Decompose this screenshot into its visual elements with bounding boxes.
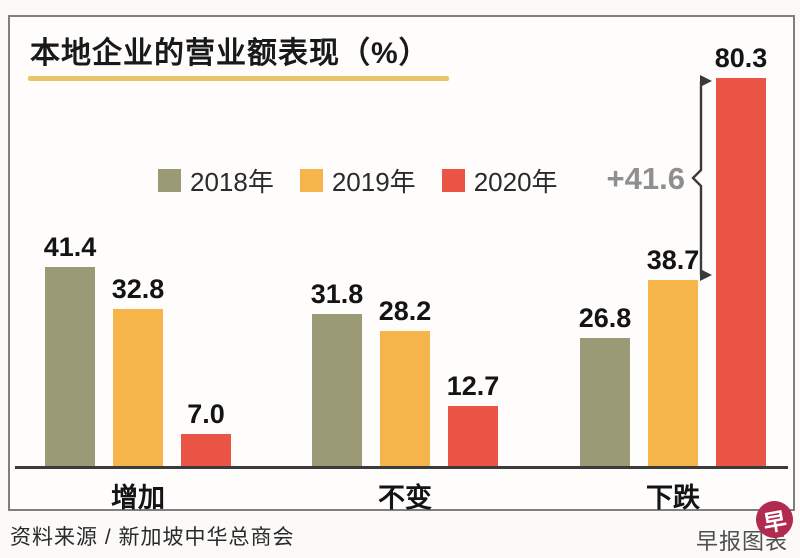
legend-label: 2019年 bbox=[331, 167, 416, 197]
bar-value-label: 38.7 bbox=[646, 245, 700, 275]
bar-2019年-不变 bbox=[380, 331, 430, 468]
title-underline bbox=[28, 76, 449, 81]
category-label-增加: 增加 bbox=[111, 483, 165, 513]
x-axis-line bbox=[15, 466, 788, 469]
bar-value-label: 7.0 bbox=[187, 399, 225, 429]
legend-item-2018年: 2018年 bbox=[158, 162, 274, 199]
bar-value-label: 80.3 bbox=[714, 43, 768, 73]
bar-value-label: 26.8 bbox=[578, 303, 632, 333]
bar-2018年-增加 bbox=[45, 267, 95, 468]
bar-value-label: 12.7 bbox=[446, 371, 500, 401]
bar-2020年-不变 bbox=[448, 406, 498, 468]
difference-annotation: +41.6 bbox=[606, 161, 685, 196]
bar-2020年-增加 bbox=[181, 434, 231, 468]
legend-swatch-icon bbox=[299, 169, 323, 192]
bar-value-label: 41.4 bbox=[43, 232, 97, 262]
bar-2019年-下跌 bbox=[648, 280, 698, 468]
bar-2019年-增加 bbox=[113, 309, 163, 468]
zaobao-logo-glyph: 早 bbox=[761, 506, 789, 537]
bar-value-label: 31.8 bbox=[310, 279, 364, 309]
bar-value-label: 28.2 bbox=[378, 296, 432, 326]
source-text: 资料来源 / 新加坡中华总商会 bbox=[10, 526, 295, 549]
category-label-不变: 不变 bbox=[378, 483, 432, 513]
legend-label: 2018年 bbox=[190, 167, 274, 197]
bar-2018年-不变 bbox=[312, 314, 362, 468]
legend-item-2019年: 2019年 bbox=[299, 162, 416, 199]
legend-swatch-icon bbox=[158, 169, 181, 192]
legend: 2018年 2019年 2020年 bbox=[158, 162, 558, 199]
chart-title: 本地企业的营业额表现（%） bbox=[30, 37, 430, 70]
legend-item-2020年: 2020年 bbox=[441, 162, 558, 199]
bar-2018年-下跌 bbox=[580, 338, 630, 468]
bar-value-label: 32.8 bbox=[111, 274, 165, 304]
legend-label: 2020年 bbox=[473, 167, 558, 197]
bar-2020年-下跌 bbox=[716, 78, 766, 468]
category-label-下跌: 下跌 bbox=[646, 483, 700, 513]
legend-swatch-icon bbox=[441, 169, 465, 192]
